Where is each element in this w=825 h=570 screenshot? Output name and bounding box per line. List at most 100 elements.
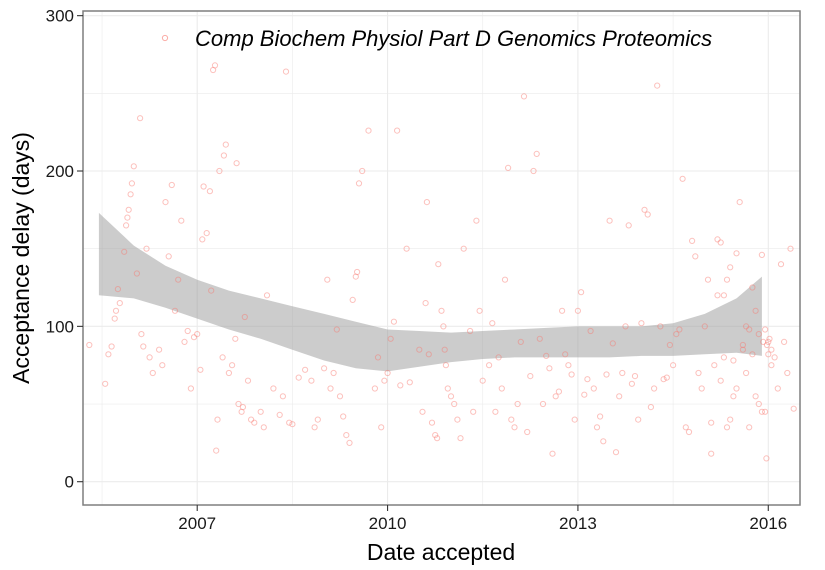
data-point — [349, 296, 356, 303]
data-point — [116, 300, 123, 307]
data-point — [371, 385, 378, 392]
data-point — [733, 250, 740, 257]
data-point — [105, 351, 112, 358]
data-point — [616, 393, 623, 400]
data-point — [505, 164, 512, 171]
data-point — [239, 404, 246, 411]
data-point — [184, 327, 191, 335]
data-point — [140, 343, 147, 350]
data-point — [720, 292, 728, 299]
data-point — [619, 369, 626, 377]
data-point — [730, 357, 737, 364]
data-point — [527, 373, 534, 380]
data-point — [213, 447, 220, 454]
data-point — [434, 435, 441, 442]
data-point — [768, 346, 775, 353]
data-point — [208, 287, 215, 294]
data-point — [787, 245, 794, 252]
data-point — [333, 326, 340, 333]
x-tick-label: 2010 — [369, 514, 407, 533]
data-point — [406, 379, 413, 386]
data-point — [755, 331, 762, 338]
data-point — [442, 362, 449, 369]
data-point — [86, 341, 93, 349]
x-tick-label: 2016 — [749, 514, 787, 533]
data-point — [365, 127, 372, 134]
data-point — [194, 331, 201, 338]
data-point — [559, 307, 566, 314]
data-point — [229, 362, 236, 369]
data-point — [492, 408, 499, 415]
data-point — [704, 276, 712, 283]
data-point — [476, 307, 483, 314]
data-point — [768, 362, 775, 369]
data-point — [489, 320, 496, 327]
data-point — [717, 377, 724, 384]
data-point — [432, 432, 439, 439]
data-point — [549, 450, 556, 457]
data-point — [165, 253, 172, 260]
data-point — [384, 369, 391, 377]
data-point — [121, 248, 128, 255]
data-point — [108, 343, 115, 350]
data-point — [130, 163, 137, 170]
data-point — [622, 323, 629, 330]
data-point — [743, 323, 750, 330]
legend-key-point — [161, 34, 169, 42]
data-point — [336, 393, 344, 400]
data-point — [581, 391, 588, 398]
data-point — [590, 385, 597, 392]
data-point — [354, 268, 361, 276]
data-point — [460, 245, 467, 252]
data-point — [530, 167, 537, 175]
data-point — [578, 289, 585, 296]
data-point — [752, 307, 759, 314]
data-point — [308, 377, 315, 384]
data-point — [279, 393, 286, 400]
grid — [83, 11, 800, 505]
data-point — [440, 323, 447, 330]
data-point — [133, 270, 140, 277]
data-point — [760, 338, 767, 345]
data-point — [206, 188, 213, 195]
data-point — [470, 408, 477, 415]
data-point — [394, 127, 401, 134]
data-point — [397, 382, 404, 389]
data-point — [628, 380, 636, 387]
data-point — [321, 365, 328, 372]
data-point — [670, 362, 677, 369]
data-point — [689, 237, 696, 244]
data-point — [774, 385, 781, 392]
data-point — [695, 369, 702, 377]
data-point — [422, 300, 429, 307]
data-point — [114, 286, 122, 293]
data-point — [597, 413, 604, 420]
data-point — [438, 307, 445, 314]
data-point — [211, 62, 219, 69]
y-tick-label: 100 — [46, 317, 74, 336]
data-point — [190, 334, 198, 341]
data-point — [378, 424, 385, 431]
data-point — [546, 365, 553, 372]
data-point — [568, 371, 575, 378]
data-point — [216, 167, 223, 175]
data-point — [758, 408, 766, 415]
data-point — [625, 222, 632, 229]
data-point — [698, 385, 705, 392]
data-point — [203, 230, 210, 237]
data-point — [387, 335, 394, 342]
data-point — [233, 160, 240, 167]
data-point — [517, 338, 524, 345]
data-point — [454, 416, 461, 423]
data-point — [552, 393, 559, 400]
data-point — [692, 253, 699, 260]
data-point — [232, 335, 239, 342]
data-point — [600, 438, 607, 445]
data-point — [156, 346, 163, 353]
data-point — [749, 284, 756, 291]
data-point — [214, 416, 221, 423]
data-point — [128, 180, 135, 187]
data-point — [587, 327, 594, 335]
data-point — [260, 424, 267, 431]
data-point — [660, 376, 667, 383]
